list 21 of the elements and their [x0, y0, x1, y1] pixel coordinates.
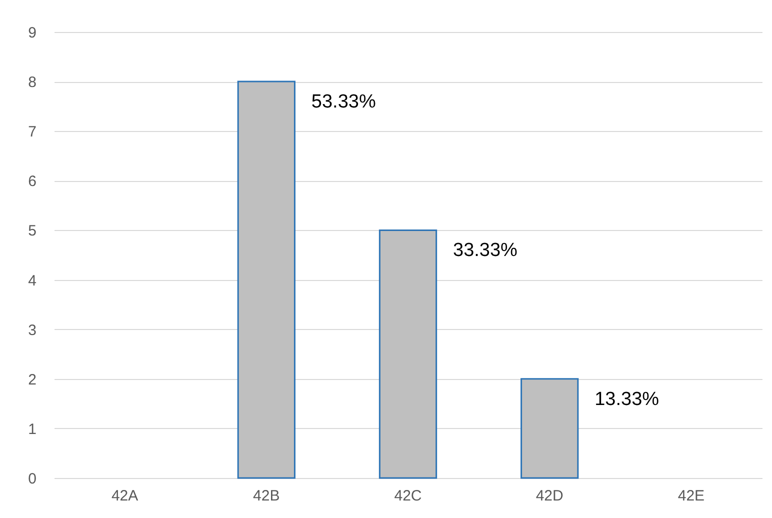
bar — [378, 229, 438, 479]
annotation: 33.33% — [453, 240, 518, 262]
bar — [520, 378, 579, 479]
y-tick-label: 0 — [28, 470, 36, 488]
x-tick-label: 42C — [394, 488, 422, 504]
y-tick-label: 7 — [28, 124, 36, 141]
y-tick-label: 3 — [28, 322, 36, 339]
y-tick-label: 5 — [28, 222, 36, 240]
x-tick-label: 42E — [678, 488, 705, 504]
y-tick-label: 6 — [28, 173, 36, 190]
y-tick-label: 9 — [28, 24, 36, 42]
annotation: 53.33% — [311, 92, 376, 113]
x-tick-label: 42A — [111, 488, 138, 504]
y-tick-label: 8 — [28, 74, 36, 92]
bar — [237, 80, 296, 479]
x-tick-label: 42B — [253, 488, 280, 504]
y-tick-label: 2 — [28, 371, 36, 388]
y-tick-label: 4 — [28, 272, 36, 290]
annotation: 13.33% — [594, 388, 660, 410]
y-tick-label: 1 — [28, 420, 36, 438]
x-tick-label: 42D — [536, 488, 564, 504]
